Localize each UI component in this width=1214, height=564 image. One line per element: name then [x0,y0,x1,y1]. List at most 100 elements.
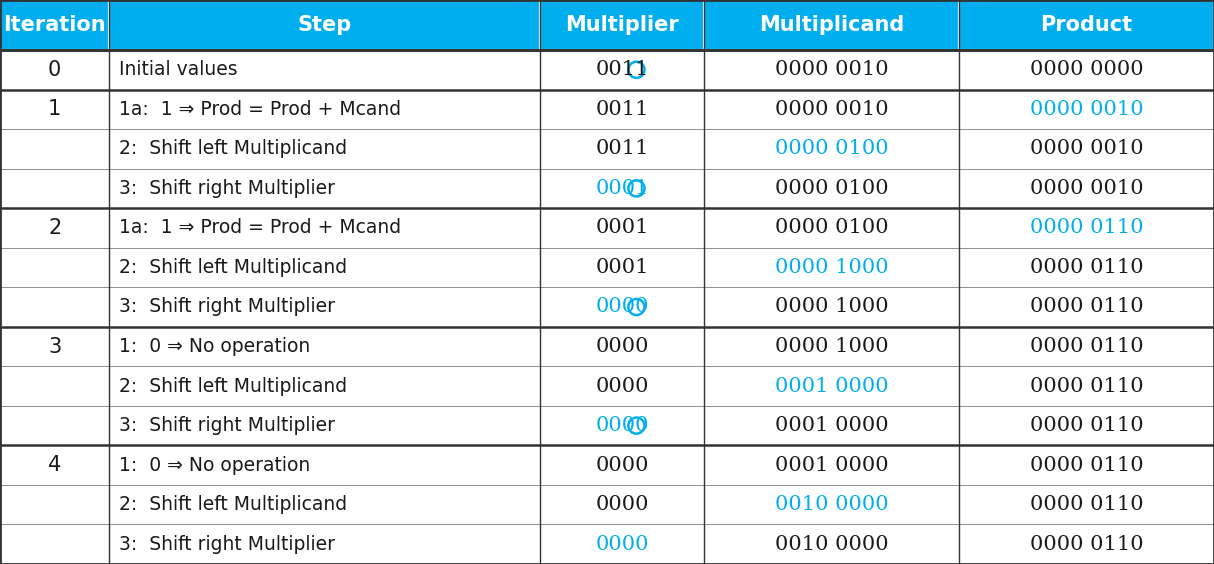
Bar [959,406,1214,446]
Text: 0000 0110: 0000 0110 [1029,297,1144,316]
Text: 0011: 0011 [595,100,649,119]
Text: 3:  Shift right Multiplier: 3: Shift right Multiplier [119,535,335,554]
Bar [0,525,109,564]
Bar [704,90,959,129]
Text: 3: 3 [49,337,61,356]
Bar [704,485,959,525]
Text: 0000: 0000 [595,456,649,475]
Text: 0000: 0000 [595,416,649,435]
Bar [109,50,540,90]
Text: 0001: 0001 [595,218,649,237]
Text: 0: 0 [49,60,61,80]
Bar [0,446,109,485]
Text: 1a:  1 ⇒ Prod = Prod + Mcand: 1a: 1 ⇒ Prod = Prod + Mcand [119,100,402,119]
Text: 0000 0110: 0000 0110 [1029,258,1144,277]
Text: 0000 0010: 0000 0010 [775,100,889,119]
Bar [959,90,1214,129]
Bar [0,485,109,525]
Bar [109,248,540,287]
Bar [0,208,109,248]
Text: 1:  0 ⇒ No operation: 1: 0 ⇒ No operation [119,337,311,356]
Bar [540,50,704,90]
Bar [109,406,540,446]
Bar [0,366,109,406]
Bar [959,169,1214,208]
Text: 3:  Shift right Multiplier: 3: Shift right Multiplier [119,297,335,316]
Bar [704,50,959,90]
Text: 0000 0100: 0000 0100 [775,139,889,158]
Text: 0000 0110: 0000 0110 [1029,337,1144,356]
Bar [0,0,109,50]
Bar [959,327,1214,366]
Bar [959,287,1214,327]
Bar [540,327,704,366]
Bar [0,169,109,208]
Text: 0000: 0000 [595,535,649,554]
Bar [109,287,540,327]
Bar [109,129,540,169]
Bar [0,406,109,446]
Bar [540,248,704,287]
Text: 0000 1000: 0000 1000 [775,258,889,277]
Text: 0000 0010: 0000 0010 [775,60,889,80]
Bar [0,287,109,327]
Bar [109,169,540,208]
Bar [704,287,959,327]
Bar [959,525,1214,564]
Text: 0011: 0011 [595,139,649,158]
Text: 0011: 0011 [595,60,649,80]
Bar [704,525,959,564]
Text: Step: Step [297,15,352,35]
Text: 0000 1000: 0000 1000 [775,297,889,316]
Text: 0010 0000: 0010 0000 [775,535,889,554]
Bar [109,485,540,525]
Bar [109,0,540,50]
Bar [0,327,109,366]
Bar [959,129,1214,169]
Text: 1:  0 ⇒ No operation: 1: 0 ⇒ No operation [119,456,311,475]
Bar [959,0,1214,50]
Text: 0000 1000: 0000 1000 [775,337,889,356]
Bar [0,50,109,90]
Bar [540,208,704,248]
Text: 0010 0000: 0010 0000 [775,495,889,514]
Text: 0000: 0000 [595,337,649,356]
Bar [704,0,959,50]
Bar [0,248,109,287]
Bar [540,0,704,50]
Bar [109,525,540,564]
Bar [540,525,704,564]
Text: 0001 0000: 0001 0000 [775,456,889,475]
Bar [540,90,704,129]
Bar [109,446,540,485]
Text: Multiplier: Multiplier [566,15,679,35]
Text: 3:  Shift right Multiplier: 3: Shift right Multiplier [119,416,335,435]
Text: 0000 0010: 0000 0010 [1029,100,1144,119]
Text: Iteration: Iteration [4,15,106,35]
Text: 2:  Shift left Multiplicand: 2: Shift left Multiplicand [119,258,347,277]
Text: 0000 0100: 0000 0100 [775,218,889,237]
Text: 0001: 0001 [595,258,649,277]
Text: 2:  Shift left Multiplicand: 2: Shift left Multiplicand [119,139,347,158]
Text: 2: 2 [49,218,61,238]
Text: 1: 1 [49,99,61,120]
Bar [959,50,1214,90]
Bar [704,248,959,287]
Bar [540,366,704,406]
Bar [704,129,959,169]
Text: 0000: 0000 [595,495,649,514]
Text: 0000 0010: 0000 0010 [1029,139,1144,158]
Bar [704,208,959,248]
Bar [959,208,1214,248]
Bar [0,90,109,129]
Bar [959,248,1214,287]
Bar [540,287,704,327]
Bar [959,446,1214,485]
Bar [704,446,959,485]
Text: 0000 0110: 0000 0110 [1029,456,1144,475]
Text: Multiplicand: Multiplicand [759,15,904,35]
Bar [704,169,959,208]
Text: 1a:  1 ⇒ Prod = Prod + Mcand: 1a: 1 ⇒ Prod = Prod + Mcand [119,218,402,237]
Text: 2:  Shift left Multiplicand: 2: Shift left Multiplicand [119,377,347,395]
Text: 4: 4 [49,455,61,475]
